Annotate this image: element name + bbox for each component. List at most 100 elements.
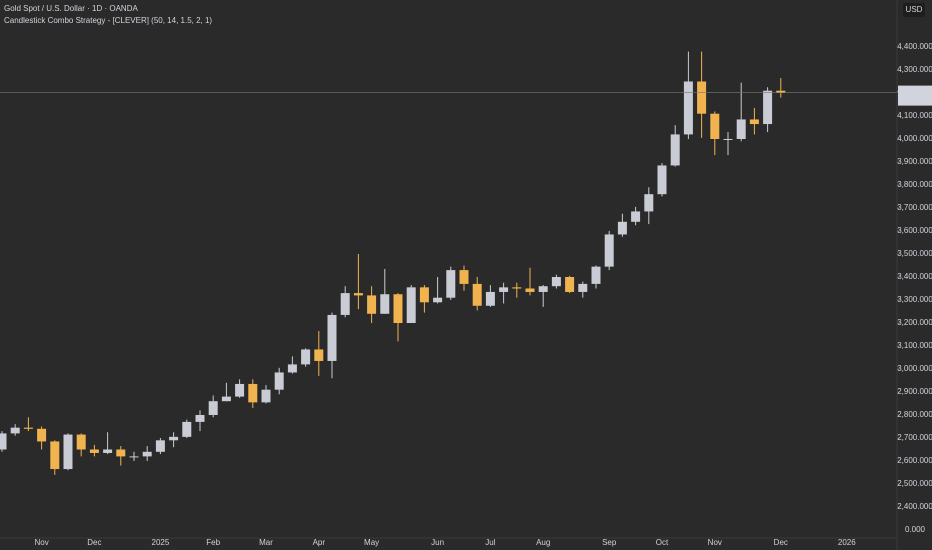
y-tick-label: 4,000.000 [897,134,932,143]
y-tick-label: 3,800.000 [897,180,932,189]
candle-body [723,139,733,140]
x-tick-label: Mar [259,538,273,547]
candle-body [23,427,33,429]
candle-body [512,287,522,289]
last-price-box [898,85,932,106]
candle-body [208,401,218,415]
y-tick-label: 3,000.000 [897,364,932,373]
candle-body [287,364,297,373]
candle-body [551,277,561,287]
y-tick-label: 4,100.000 [897,111,932,120]
y-tick-label: 2,600.000 [897,456,932,465]
candle-body [274,372,284,390]
candle-body [657,165,667,195]
x-tick-label: Apr [313,538,326,547]
candle-body [670,134,680,166]
candle-body [644,194,654,212]
countdown: 22:08:39 [899,96,931,105]
x-tick-label: 2025 [152,538,170,547]
scale-footer: 0.000 [905,525,926,534]
currency-button-bg[interactable] [903,3,925,17]
x-tick-label: Aug [536,538,550,547]
candle-body [261,389,271,403]
candle-body [116,449,126,457]
candle-body [353,293,363,296]
chart-title: Gold Spot / U.S. Dollar · 1D · OANDA [4,4,138,13]
candle-body [10,427,20,434]
candle-body [0,433,7,450]
y-tick-label: 4,300.000 [897,65,932,74]
candle-body [419,287,429,303]
candle-body [749,119,759,125]
candle-body [472,283,482,306]
candle-body [776,90,786,93]
candle-body [578,283,588,292]
y-tick-label: 2,500.000 [897,479,932,488]
candle-body [631,211,641,222]
y-tick-label: 3,700.000 [897,203,932,212]
currency-button[interactable]: USD [906,5,923,14]
y-tick-label: 3,900.000 [897,157,932,166]
candle-body [406,287,416,323]
candle-body [169,436,179,441]
candle-body [604,234,614,267]
candle-body [565,277,575,292]
x-tick-label: 2026 [838,538,856,547]
x-tick-label: Jun [431,538,444,547]
candle-body [129,456,139,458]
y-tick-label: 4,400.000 [897,42,932,51]
y-tick-label: 3,300.000 [897,295,932,304]
y-tick-label: 3,500.000 [897,249,932,258]
candle-body [617,221,627,235]
y-tick-label: 2,900.000 [897,387,932,396]
y-tick-label: 3,100.000 [897,341,932,350]
candle-body [538,286,548,292]
candle-body [697,81,707,114]
y-tick-label: 2,800.000 [897,410,932,419]
candle-body [433,297,443,303]
x-tick-label: Nov [34,538,48,547]
x-tick-label: Sep [602,538,617,547]
candle-body [37,428,47,442]
candle-body [763,90,773,125]
candle-body [591,266,601,284]
candle-body [63,434,73,470]
candle-body [736,119,746,139]
candle-body [393,294,403,323]
y-tick-label: 2,400.000 [897,502,932,511]
candle-body [89,449,99,453]
x-tick-label: Dec [87,538,101,547]
y-tick-label: 3,200.000 [897,318,932,327]
y-tick-label: 3,600.000 [897,226,932,235]
x-tick-label: Nov [708,538,722,547]
candle-body [103,449,113,453]
candle-body [459,270,469,284]
y-tick-label: 3,400.000 [897,272,932,281]
candle-body [301,349,311,365]
y-tick-label: 2,700.000 [897,433,932,442]
candle-body [235,383,245,397]
x-tick-label: Dec [774,538,788,547]
indicator-title: Candlestick Combo Strategy - [CLEVER] (5… [4,16,212,25]
candle-body [182,421,192,437]
candle-body [155,440,165,452]
candle-body [446,270,456,298]
candle-body [710,113,720,139]
candle-body [499,287,509,292]
candle-body [248,383,258,403]
candle-body [367,295,377,314]
candle-body [525,288,535,292]
candle-body [50,441,60,470]
candle-body [195,415,205,422]
candle-body [221,396,231,402]
last-price-label: 4,201.690 [897,87,932,96]
candle-body [683,81,693,135]
x-tick-label: Feb [206,538,220,547]
x-tick-label: Oct [656,538,669,547]
candle-body [380,294,390,314]
candle-body [76,434,86,450]
x-tick-label: Jul [485,538,495,547]
candle-body [340,293,350,315]
